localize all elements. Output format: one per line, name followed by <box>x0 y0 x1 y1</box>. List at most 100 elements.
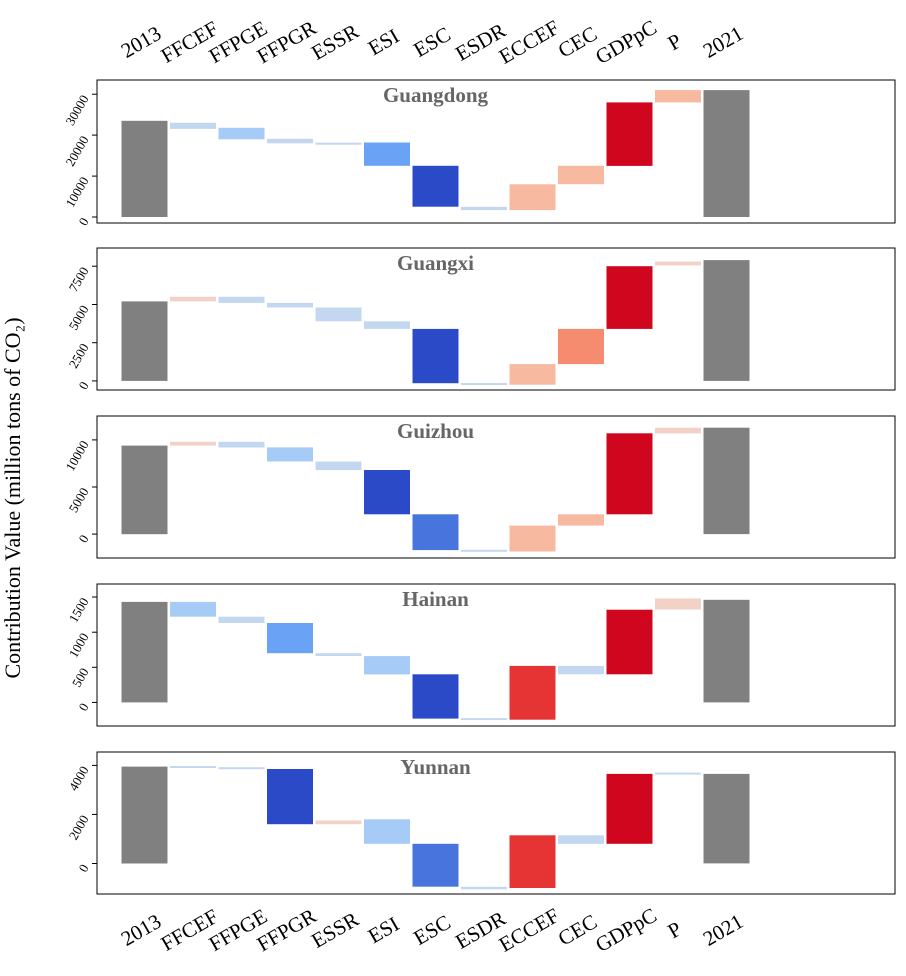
bar-yunnan-esc <box>412 843 459 887</box>
y-tick-label-guangxi-7500: 7500 <box>66 264 92 294</box>
y-tick-label-hainan-1500: 1500 <box>66 595 92 625</box>
bar-yunnan-ffcef <box>170 766 216 768</box>
bar-yunnan-2013 <box>121 766 168 864</box>
bar-yunnan-esi <box>364 819 410 844</box>
bar-guangxi-cec <box>558 328 604 365</box>
bar-hainan-ffpge <box>218 616 265 623</box>
panel-guizhou: Guizhou 0 5000 10000 <box>62 415 896 559</box>
top-category-label-gdppc: GDPpC <box>591 15 661 69</box>
panel-title-guangdong: Guangdong <box>383 83 489 107</box>
bar-guangdong-esc <box>412 165 459 207</box>
bar-guangdong-esi <box>364 142 410 166</box>
bar-yunnan-ffpge <box>218 767 265 770</box>
bar-guizhou-esdr <box>461 549 507 552</box>
panel-guangxi: Guangxi 0 2500 5000 7500 <box>66 247 896 392</box>
y-tick-label-guizhou-5000: 5000 <box>66 485 92 515</box>
bar-guizhou-ffpge <box>218 441 265 448</box>
bar-guizhou-2013 <box>121 445 168 535</box>
bottom-category-label-cec: CEC <box>554 909 601 950</box>
y-tick-label-guizhou-10000: 10000 <box>62 438 91 474</box>
y-tick-label-guangxi-5000: 5000 <box>66 303 92 333</box>
bar-yunnan-ffpgr <box>267 769 313 825</box>
top-category-label-esi: ESI <box>364 24 403 61</box>
bar-guizhou-essr <box>315 461 362 471</box>
top-category-label-2013: 2013 <box>117 21 165 63</box>
bar-hainan-2021 <box>703 599 750 703</box>
bar-hainan-essr <box>315 653 362 656</box>
bar-guangdong-cec <box>558 165 604 185</box>
panel-hainan: Hainan 0 500 1000 1500 <box>66 583 896 727</box>
bar-guangdong-p <box>655 90 701 103</box>
bar-guizhou-esc <box>412 514 459 551</box>
bottom-category-label-2013: 2013 <box>117 909 165 951</box>
bottom-category-label-esi: ESI <box>364 912 403 949</box>
bar-guangxi-eccef <box>509 364 556 385</box>
bar-guizhou-esi <box>364 470 410 515</box>
bar-yunnan-p <box>655 772 701 775</box>
bar-guangdong-ffpgr <box>267 138 313 144</box>
panel-frame-guizhou <box>96 415 896 559</box>
y-axis-label: Contribution Value (million tons of CO₂) <box>0 317 25 678</box>
y-tick-label-yunnan-2000: 2000 <box>66 812 92 842</box>
bar-yunnan-eccef <box>509 835 556 888</box>
bottom-category-label-2021: 2021 <box>699 909 747 951</box>
bar-yunnan-esdr <box>461 886 507 890</box>
bar-guangxi-esdr <box>461 383 507 385</box>
bar-hainan-esc <box>412 674 459 719</box>
bar-yunnan-2021 <box>703 773 750 864</box>
bar-guangdong-ffcef <box>170 122 216 129</box>
bar-yunnan-cec <box>558 835 604 844</box>
bar-hainan-eccef <box>509 665 556 720</box>
bar-guizhou-ffpgr <box>267 447 313 462</box>
bar-guangdong-2021 <box>703 90 750 217</box>
bar-guangdong-ffpge <box>218 127 265 140</box>
bar-hainan-gdppc <box>606 609 653 675</box>
bar-guangxi-ffpge <box>218 296 265 303</box>
panel-frame-guangxi <box>96 247 896 391</box>
bar-guangxi-essr <box>315 307 362 322</box>
bar-hainan-p <box>655 598 701 610</box>
bar-guangxi-ffcef <box>170 296 216 302</box>
panels: Guangdong0100002000030000Guangxi02500500… <box>62 79 896 895</box>
bottom-category-label-esc: ESC <box>409 910 454 950</box>
panel-title-hainan: Hainan <box>402 587 469 611</box>
bar-hainan-cec <box>558 665 604 675</box>
top-category-label-p: P <box>663 29 685 56</box>
bar-guangxi-esi <box>364 321 410 329</box>
y-tick-label-guangdong-30000: 30000 <box>62 92 91 128</box>
bar-hainan-2013 <box>121 601 168 703</box>
panel-guangdong: Guangdong 0 10000 20000 30000 <box>62 79 896 228</box>
y-tick-label-guangdong-0: 0 <box>75 215 91 228</box>
bar-guangxi-ffpgr <box>267 302 313 308</box>
panel-frame-yunnan <box>96 751 896 895</box>
bar-hainan-esi <box>364 656 410 675</box>
bar-hainan-esdr <box>461 718 507 721</box>
bar-guizhou-gdppc <box>606 433 653 515</box>
bar-guangdong-2013 <box>121 120 168 217</box>
bar-guizhou-cec <box>558 514 604 526</box>
top-category-label-esc: ESC <box>409 22 454 62</box>
bar-guangxi-esc <box>412 328 459 384</box>
bar-guizhou-p <box>655 427 701 434</box>
bar-yunnan-essr <box>315 820 362 825</box>
bar-guangdong-essr <box>315 142 362 145</box>
panel-frame-guangdong <box>96 79 896 224</box>
y-tick-label-guizhou-0: 0 <box>75 532 91 545</box>
bar-guizhou-ffcef <box>170 441 216 446</box>
y-tick-label-hainan-500: 500 <box>69 665 92 689</box>
bar-guangxi-2013 <box>121 301 168 381</box>
top-category-label-2021: 2021 <box>699 21 747 63</box>
bar-guangxi-gdppc <box>606 266 653 329</box>
bar-guizhou-2021 <box>703 427 750 535</box>
bar-guangdong-gdppc <box>606 102 653 166</box>
panel-yunnan: Yunnan 0 2000 4000 <box>66 751 896 895</box>
top-category-label-cec: CEC <box>554 21 601 62</box>
y-tick-label-guangdong-20000: 20000 <box>62 133 91 169</box>
bottom-category-label-essr: ESSR <box>307 907 362 953</box>
y-tick-label-guangxi-2500: 2500 <box>66 341 92 371</box>
y-tick-label-yunnan-0: 0 <box>75 862 91 875</box>
